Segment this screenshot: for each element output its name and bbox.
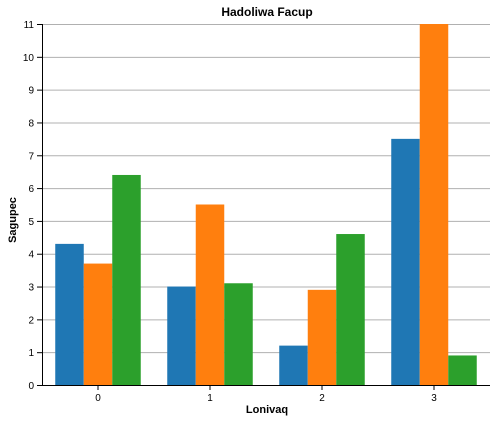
y-tick-label: 1 xyxy=(28,348,34,359)
y-tick-label: 2 xyxy=(28,315,34,326)
x-axis-ticks: 0 1 2 3 xyxy=(95,385,437,404)
bar xyxy=(336,234,365,385)
bar xyxy=(419,24,449,385)
x-tick-label: 2 xyxy=(319,393,325,404)
x-axis-label: Lonivaq xyxy=(246,404,288,416)
bar xyxy=(112,174,141,385)
y-axis-ticks: 0 1 2 3 4 5 6 7 8 9 10 11 xyxy=(23,20,42,392)
x-tick-label: 3 xyxy=(431,393,437,404)
axes xyxy=(42,24,490,386)
y-tick-label: 8 xyxy=(28,118,34,129)
bar xyxy=(448,355,477,385)
y-axis-label: Sagupec xyxy=(7,197,19,243)
y-tick-label: 11 xyxy=(24,20,35,31)
bar xyxy=(55,243,84,385)
bar xyxy=(195,204,225,385)
x-tick-label: 1 xyxy=(207,393,213,404)
y-tick-label: 3 xyxy=(28,283,34,294)
y-tick-label: 6 xyxy=(28,184,34,195)
bars xyxy=(55,24,477,385)
y-tick-label: 9 xyxy=(28,86,34,97)
y-tick-label: 5 xyxy=(28,217,34,228)
y-tick-label: 4 xyxy=(28,250,34,261)
bar xyxy=(83,263,113,385)
chart-title: Hadoliwa Facup xyxy=(221,5,312,19)
y-tick-label: 7 xyxy=(28,151,34,162)
y-tick-label: 0 xyxy=(28,381,34,392)
bar xyxy=(167,286,196,385)
y-tick-label: 10 xyxy=(23,53,35,64)
bar xyxy=(307,289,337,385)
bar xyxy=(391,138,420,385)
bar xyxy=(279,345,308,385)
bar xyxy=(224,283,253,385)
x-tick-label: 0 xyxy=(95,393,101,404)
